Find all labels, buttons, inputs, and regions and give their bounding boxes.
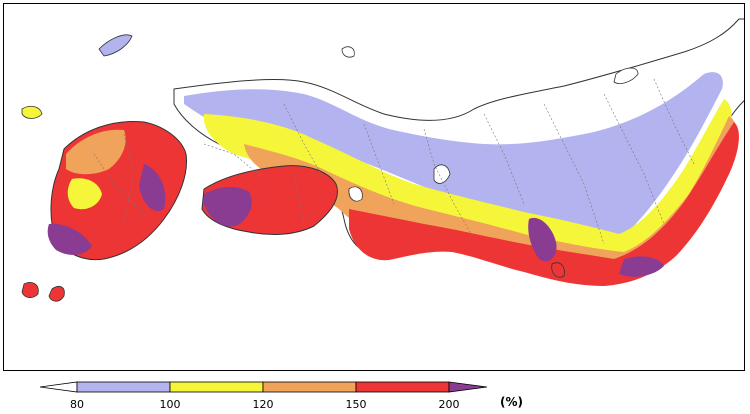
region-over-200-kii <box>528 217 557 262</box>
legend-swatch-80-100 <box>76 381 171 393</box>
region-120-150-kyushu <box>66 129 126 175</box>
region-over-200-kyushu-east <box>139 164 166 212</box>
legend-swatch-below-80 <box>39 381 78 393</box>
legend-unit: (%) <box>500 395 523 409</box>
legend-colorbar <box>39 381 488 393</box>
region-over-200-shikoku <box>204 186 252 227</box>
legend-swatch-120-150 <box>262 381 357 393</box>
region-100-120-kyushu <box>67 178 102 210</box>
legend-tick-80: 80 <box>70 398 84 411</box>
island-sado <box>613 67 639 84</box>
island-awaji <box>348 186 363 202</box>
legend <box>0 376 750 414</box>
lake-biwa <box>433 164 451 184</box>
island-tanegashima <box>48 285 65 302</box>
legend-tick-100: 100 <box>159 398 181 411</box>
legend-tick-150: 150 <box>345 398 367 411</box>
region-80-100-honshu <box>184 72 723 246</box>
legend-tick-120: 120 <box>252 398 274 411</box>
island-tsushima <box>98 34 133 57</box>
region-over-200-kyushu-south <box>47 223 92 255</box>
precipitation-map <box>21 18 744 302</box>
legend-swatch-100-120 <box>169 381 264 393</box>
map-frame <box>3 3 745 371</box>
legend-swatch-150-200 <box>355 381 450 393</box>
legend-swatch-above-200 <box>448 381 488 393</box>
prefecture-borders <box>93 78 695 245</box>
island-yakushima <box>21 282 39 298</box>
island-oki <box>341 46 355 58</box>
region-150-200-honshu <box>349 122 739 286</box>
region-over-200-izu <box>619 256 664 277</box>
island-goto <box>21 105 43 119</box>
island-hachijo <box>551 262 565 278</box>
legend-tick-200: 200 <box>438 398 460 411</box>
